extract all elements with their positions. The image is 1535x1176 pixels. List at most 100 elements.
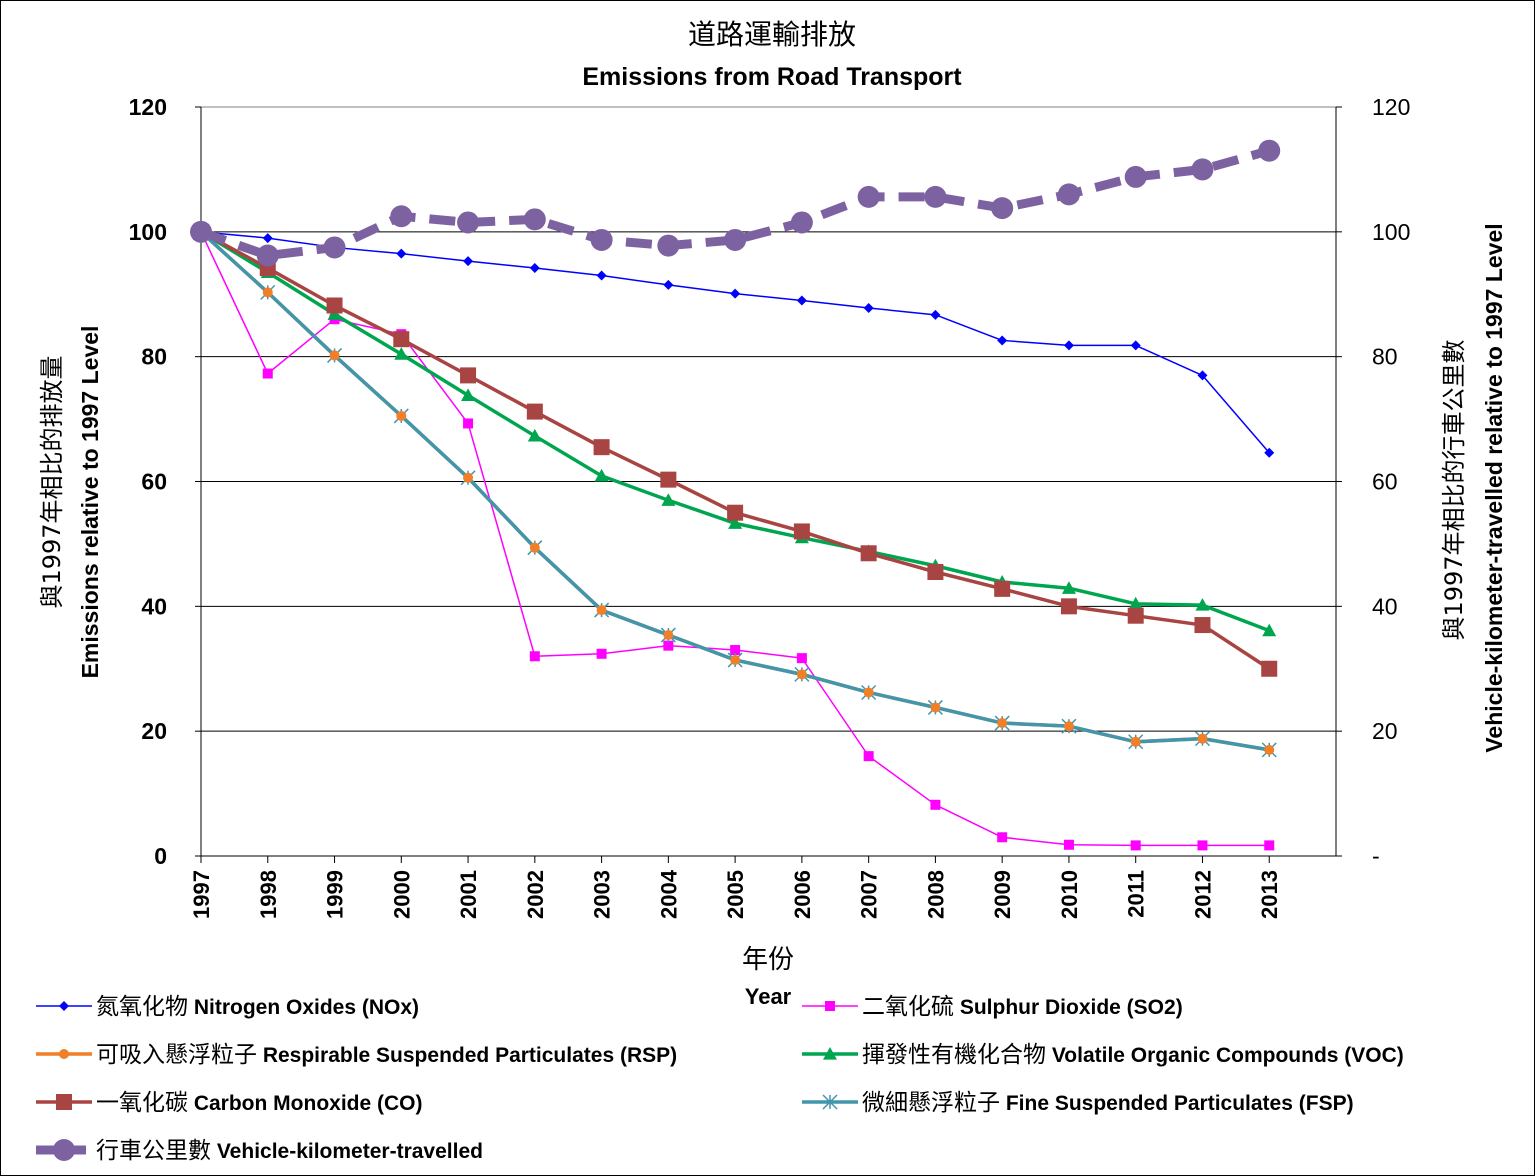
data-point-rsp (663, 630, 674, 641)
data-point-vkt (323, 236, 346, 259)
series-line-so2 (200, 231, 1270, 847)
chart-title-zh: 道路運輸排放 (688, 18, 856, 51)
legend-marker-vkt (53, 1139, 75, 1161)
data-point-so2 (1063, 839, 1074, 850)
y-tick-label-left: 60 (141, 469, 167, 495)
data-point-nox (529, 263, 540, 274)
series-rsp (199, 230, 1270, 752)
legend-item-fsp: 微細懸浮粒子 Fine Suspended Particulates (FSP) (802, 1090, 1354, 1116)
series-line-nox (200, 231, 1270, 454)
y-axis-label-right-zh: 與1997年相比的行車公里數 (1440, 339, 1468, 640)
y-tick-label-right: 40 (1372, 593, 1398, 619)
legend-item-rsp: 可吸入懸浮粒子 Respirable Suspended Particulate… (36, 1042, 677, 1068)
data-point-so2 (463, 418, 474, 429)
data-point-vkt (1191, 158, 1214, 181)
legend-marker-rsp (59, 1049, 69, 1059)
data-point-vkt (190, 220, 212, 243)
series-line-fsp (199, 230, 1270, 752)
y-tick-label-right: 80 (1372, 344, 1398, 370)
data-point-nox (1063, 340, 1074, 351)
data-point-so2 (596, 648, 607, 659)
data-point-voc (1195, 598, 1210, 611)
data-point-vkt (390, 205, 413, 228)
data-point-co (460, 367, 477, 384)
legend-item-vkt: 行車公里數 Vehicle-kilometer-travelled (36, 1138, 483, 1164)
series-nox (196, 226, 1275, 458)
data-point-co (1060, 598, 1077, 615)
data-point-vkt (857, 185, 880, 208)
data-point-nox (663, 279, 674, 290)
legend-label-zh: 揮發性有機化合物 (862, 1042, 1046, 1068)
data-point-nox (463, 256, 474, 267)
y-tick-label-right: - (1372, 843, 1380, 869)
data-point-nox (396, 248, 407, 259)
data-point-voc (728, 516, 743, 529)
x-tick-label: 1997 (189, 870, 214, 919)
data-point-so2 (997, 832, 1008, 843)
data-point-rsp (863, 687, 874, 698)
legend: 氮氧化物 Nitrogen Oxides (NOx) 二氧化硫 Sulphur D… (36, 994, 1404, 1164)
data-point-voc (661, 493, 676, 506)
data-point-nox (1130, 340, 1141, 351)
data-point-co (860, 545, 877, 562)
data-point-voc (327, 307, 342, 320)
x-tick-label: 2011 (1124, 870, 1149, 918)
x-tick-label: 2007 (857, 870, 882, 919)
y-tick-label-right: 60 (1372, 469, 1398, 495)
y-tick-label-left: 20 (141, 718, 167, 744)
data-point-nox (796, 295, 807, 306)
data-point-vkt (724, 228, 747, 251)
data-point-vkt (1124, 165, 1147, 188)
y-tick-label-left: 80 (141, 344, 167, 370)
x-tick-label: 2000 (389, 870, 414, 919)
legend-marker-voc (823, 1047, 837, 1060)
y-axis-label-left-en: Emissions relative to 1997 Level (77, 326, 103, 679)
legend-item-co: 一氧化碳 Carbon Monoxide (CO) (36, 1090, 423, 1116)
data-point-voc (527, 428, 542, 442)
data-point-co (1127, 607, 1144, 624)
x-tick-label: 2006 (790, 870, 815, 919)
data-point-vkt (991, 197, 1014, 220)
data-point-so2 (730, 645, 741, 656)
y-tick-label-left: 100 (129, 219, 167, 245)
data-point-co (927, 564, 944, 581)
legend-item-nox: 氮氧化物 Nitrogen Oxides (NOx) (36, 994, 419, 1020)
legend-label-zh: 可吸入懸浮粒子 (96, 1042, 257, 1068)
data-point-rsp (1130, 736, 1141, 747)
legend-marker-co (56, 1094, 72, 1110)
legend-label-zh: 氮氧化物 (96, 994, 188, 1020)
legend-label-vkt: 行車公里數 Vehicle-kilometer-travelled (96, 1138, 483, 1164)
data-point-vkt (1258, 139, 1281, 162)
legend-label-en: Fine Suspended Particulates (FSP) (1000, 1092, 1354, 1115)
data-point-co (793, 523, 810, 540)
data-point-rsp (262, 287, 273, 298)
y-axis-label-right-en: Vehicle-kilometer-travelled relative to … (1481, 223, 1507, 752)
x-tick-label: 1999 (323, 870, 348, 919)
data-point-voc (1061, 581, 1076, 594)
data-point-vkt (924, 185, 947, 208)
data-point-so2 (1130, 840, 1141, 851)
data-point-co (1261, 660, 1278, 677)
legend-label-rsp: 可吸入懸浮粒子 Respirable Suspended Particulate… (96, 1042, 677, 1068)
data-point-so2 (529, 651, 540, 662)
x-tick-label: 2012 (1190, 870, 1215, 919)
legend-label-zh: 二氧化硫 (862, 994, 954, 1020)
legend-label-co: 一氧化碳 Carbon Monoxide (CO) (96, 1090, 423, 1116)
data-point-so2 (262, 368, 273, 379)
data-point-rsp (997, 718, 1008, 729)
series-voc (194, 224, 1277, 637)
data-point-voc (394, 347, 409, 360)
data-point-so2 (1264, 840, 1275, 851)
legend-label-en: Vehicle-kilometer-travelled (211, 1140, 483, 1163)
data-point-voc (1262, 623, 1277, 637)
legend-label-zh: 微細懸浮粒子 (862, 1090, 1000, 1116)
legend-label-so2: 二氧化硫 Sulphur Dioxide (SO2) (862, 994, 1183, 1020)
y-tick-label-right: 20 (1372, 718, 1398, 744)
legend-item-so2: 二氧化硫 Sulphur Dioxide (SO2) (802, 994, 1183, 1020)
data-point-so2 (863, 751, 874, 762)
legend-item-voc: 揮發性有機化合物 Volatile Organic Compounds (VOC… (802, 1042, 1404, 1068)
data-point-rsp (930, 702, 941, 713)
data-point-rsp (329, 350, 340, 361)
